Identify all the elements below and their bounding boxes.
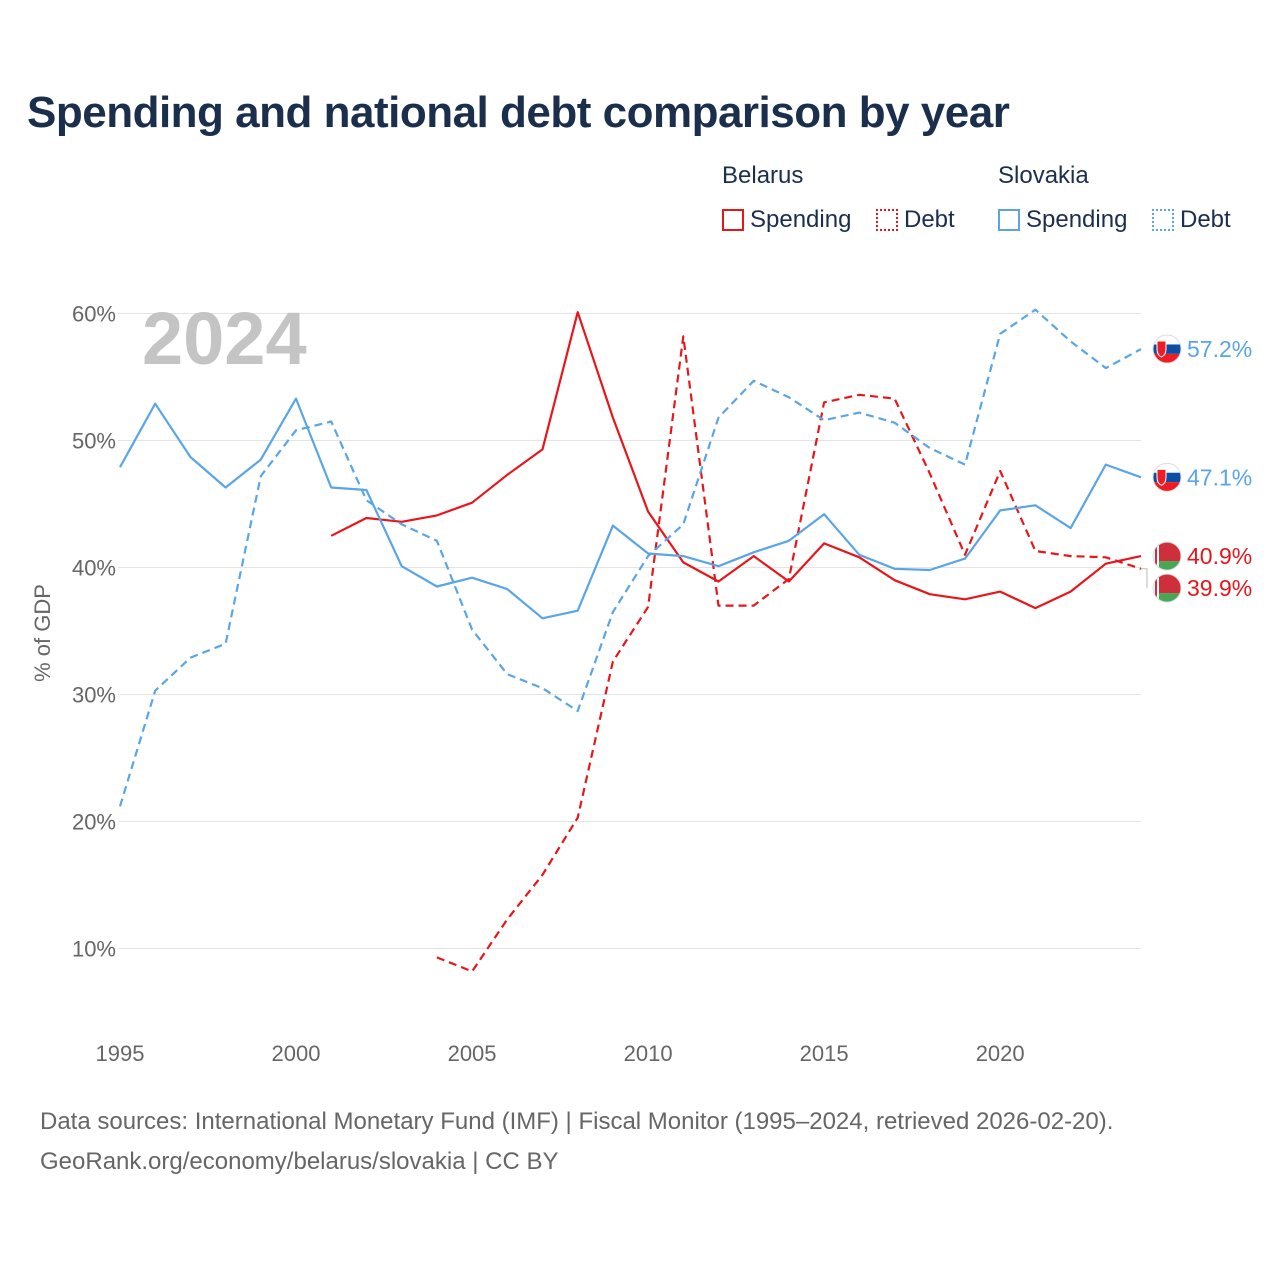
y-tick-label: 40% (72, 556, 116, 581)
legend-item-belarus-debt[interactable]: Debt (876, 205, 955, 235)
x-tick-label: 2015 (800, 1041, 849, 1066)
end-value-label: 39.9% (1187, 575, 1252, 601)
end-marker-slovakia-debt[interactable]: 57.2% (1152, 334, 1252, 364)
series-line-belarus-spending[interactable] (330, 311, 1142, 610)
x-tick-label: 2010 (624, 1041, 673, 1066)
slovakia-flag-icon (1153, 463, 1181, 492)
y-tick-label: 10% (72, 937, 116, 962)
slovakia-flag-icon (1153, 335, 1181, 364)
legend-label: Spending (1026, 206, 1128, 233)
series-line-slovakia-spending[interactable] (119, 397, 1142, 620)
end-value-label: 40.9% (1187, 543, 1252, 569)
x-tick-label: 2020 (976, 1041, 1025, 1066)
end-marker-slovakia-spending[interactable]: 47.1% (1152, 462, 1252, 492)
end-marker-belarus-spending[interactable]: 40.9% (1152, 541, 1252, 571)
label-connector (1141, 568, 1148, 589)
legend-swatch-solid-icon (722, 209, 744, 231)
legend-swatch-dotted-icon (1152, 209, 1174, 231)
x-tick-label: 1995 (96, 1041, 145, 1066)
y-tick-label: 50% (72, 429, 116, 454)
line-chart: 10% 20% 30% 40% 50% 60% 1995 2000 2005 2010 2015 20… (30, 302, 1252, 1067)
y-tick-label: 60% (72, 302, 116, 327)
y-tick-label: 30% (72, 683, 116, 708)
series-line-belarus-debt[interactable] (436, 335, 1142, 973)
source-link[interactable]: GeoRank.org/economy/belarus/slovakia | C… (40, 1148, 559, 1175)
legend-label: Spending (750, 206, 852, 233)
legend-item-slovakia-spending[interactable]: Spending (998, 205, 1127, 235)
legend-item-belarus-spending[interactable]: Spending (722, 205, 851, 235)
legend-label: Debt (1180, 206, 1231, 233)
legend-group-belarus: Belarus (722, 162, 804, 189)
source-note: Data sources: International Monetary Fun… (40, 1108, 1114, 1135)
belarus-flag-icon (1153, 542, 1181, 571)
x-tick-label: 2005 (448, 1041, 497, 1066)
x-tick-label: 2000 (272, 1041, 321, 1066)
end-marker-belarus-debt[interactable]: 39.9% (1141, 568, 1252, 603)
legend-item-slovakia-debt[interactable]: Debt (1152, 205, 1231, 235)
legend-label: Debt (904, 206, 955, 233)
belarus-flag-icon (1153, 574, 1181, 603)
y-axis-label: % of GDP (30, 584, 55, 682)
y-tick-label: 20% (72, 810, 116, 835)
end-value-label: 47.1% (1187, 464, 1252, 490)
end-value-label: 57.2% (1187, 336, 1252, 362)
series-line-slovakia-debt[interactable] (118, 308, 1142, 807)
legend-swatch-solid-icon (998, 209, 1020, 231)
legend-group-slovakia: Slovakia (998, 162, 1089, 189)
year-watermark: 2024 (142, 297, 307, 380)
legend-swatch-dotted-icon (876, 209, 898, 231)
chart-title: Spending and national debt comparison by… (27, 88, 1010, 137)
